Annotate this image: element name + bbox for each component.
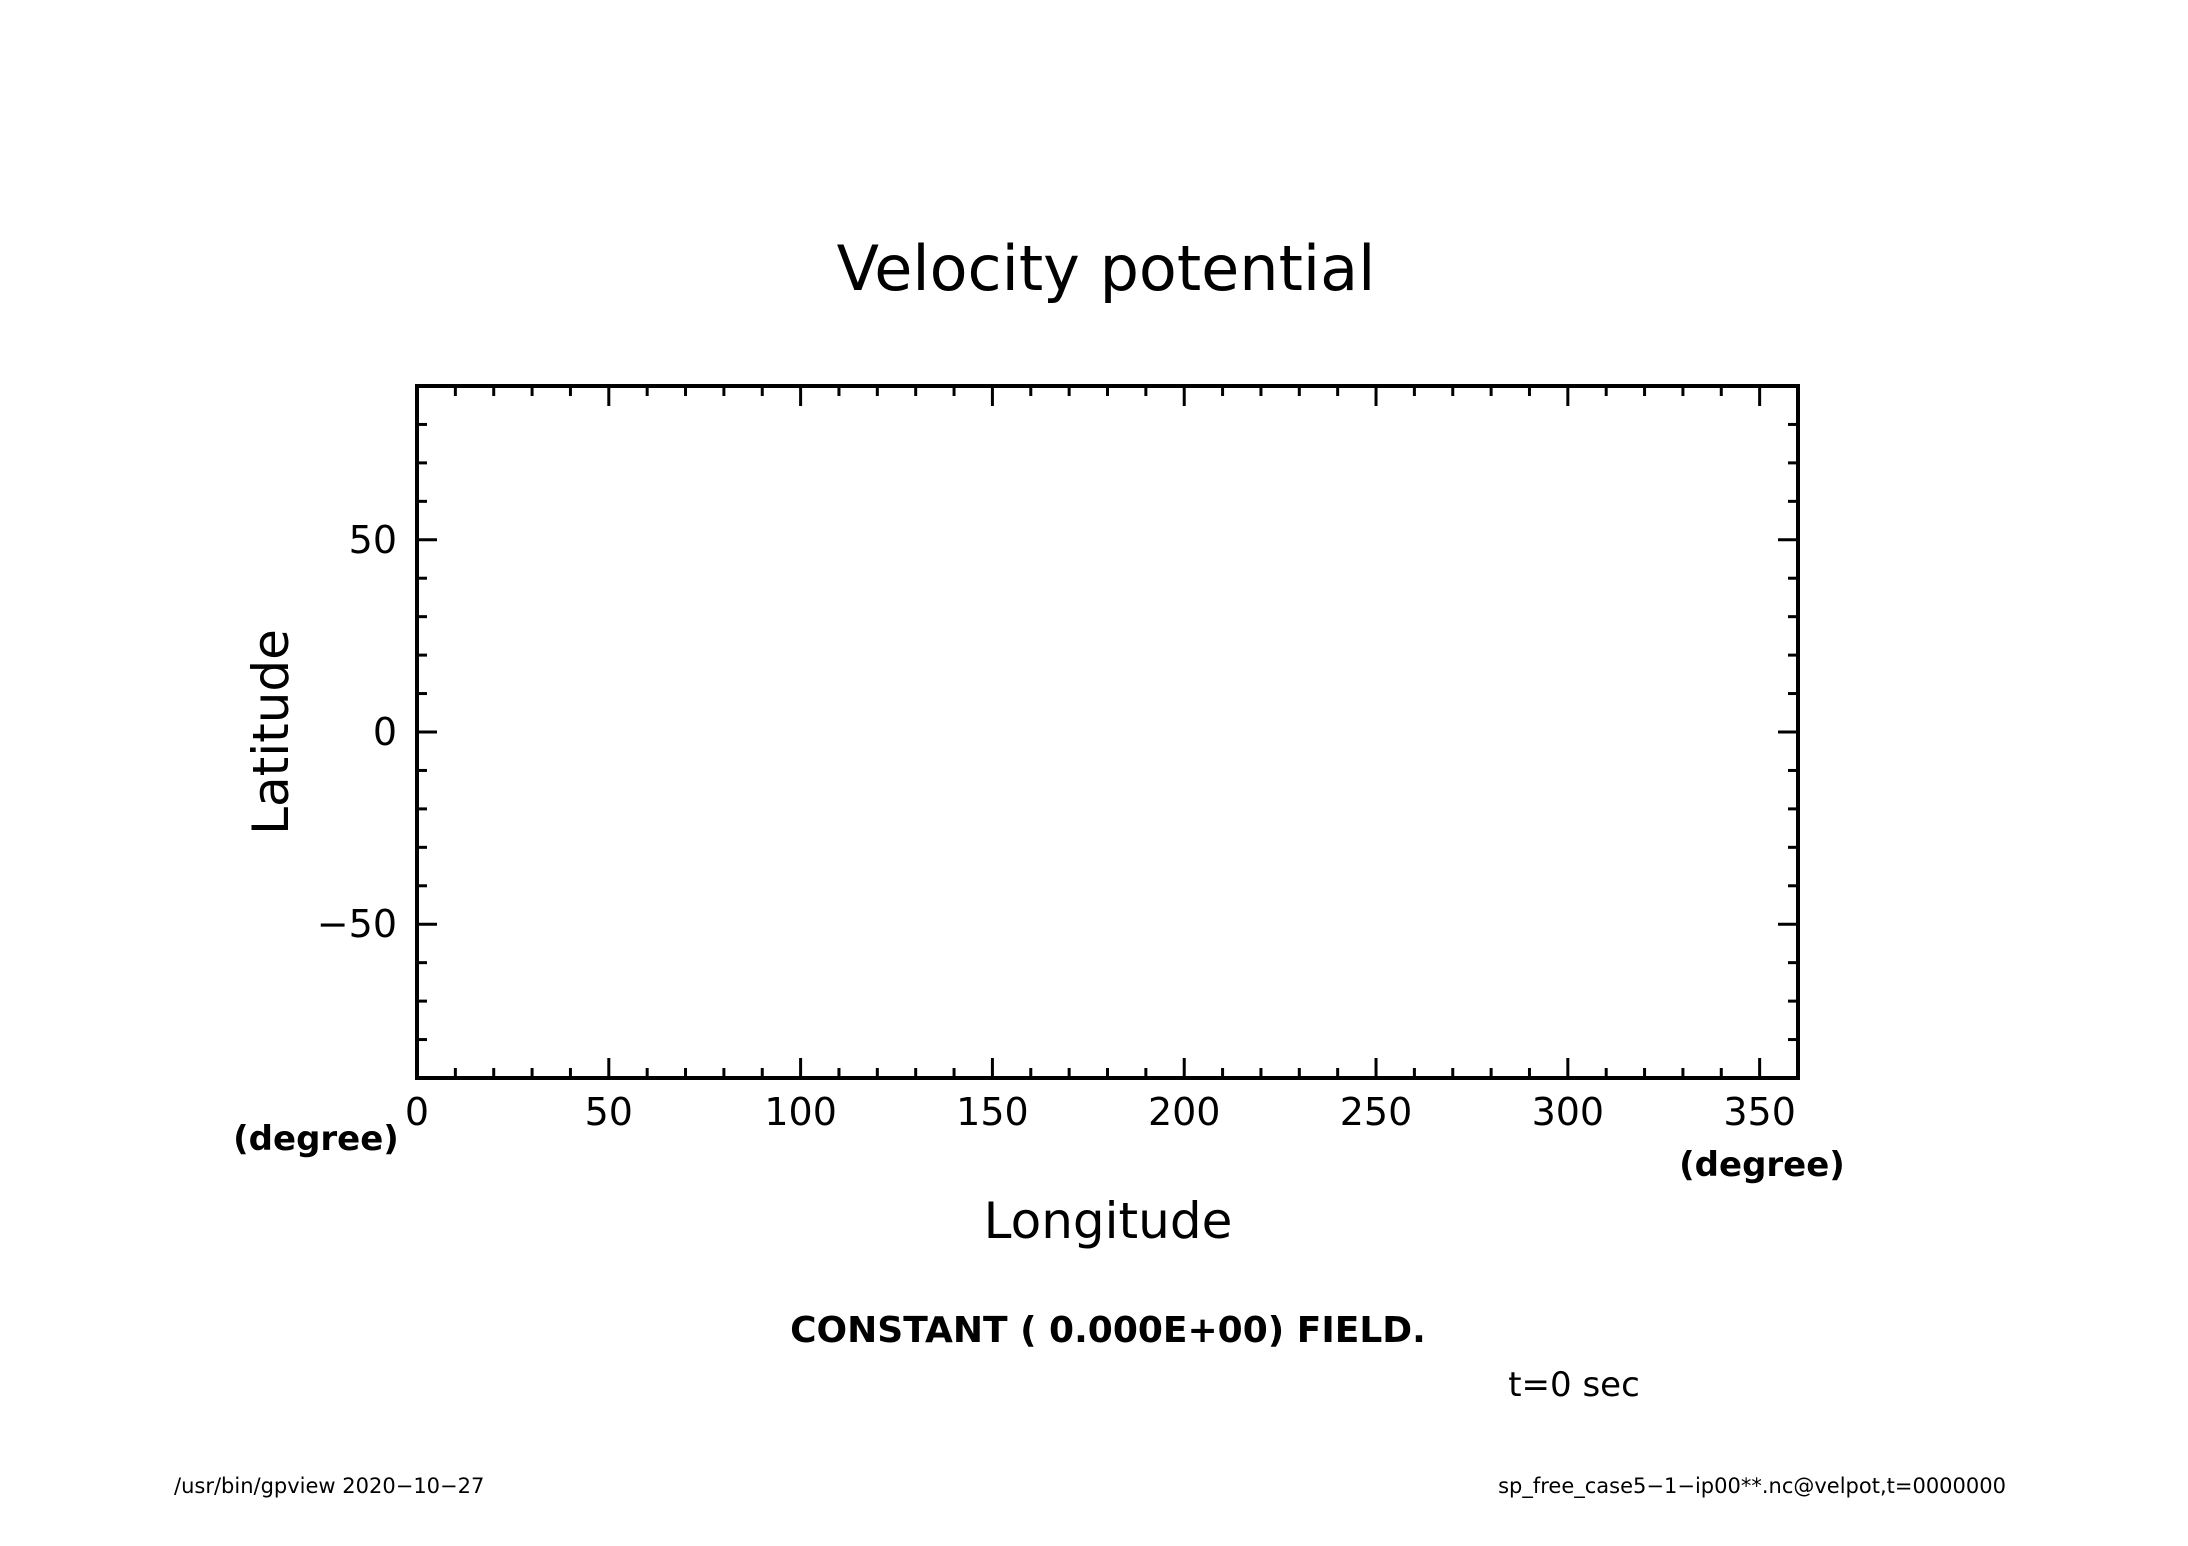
x-tick-label: 150 (956, 1090, 1029, 1134)
time-label: t=0 sec (1508, 1365, 1640, 1405)
x-tick-label: 200 (1148, 1090, 1221, 1134)
axis-ticks (415, 384, 1800, 1080)
y-unit-label: (degree) (233, 1119, 399, 1159)
y-axis-title: Latitude (242, 629, 300, 835)
x-tick-label: 100 (764, 1090, 837, 1134)
chart-title: Velocity potential (837, 232, 1376, 305)
x-unit-label: (degree) (1679, 1145, 1845, 1185)
x-tick-label: 250 (1340, 1090, 1413, 1134)
x-axis-title: Longitude (984, 1192, 1233, 1250)
x-tick-label: 350 (1723, 1090, 1796, 1134)
x-tick-label: 50 (585, 1090, 633, 1134)
y-tick-label: −50 (317, 902, 397, 946)
plot-frame (415, 384, 1800, 1080)
axis-tick-labels: 0 50 100 150 200 250 300 350 −50 0 50 (317, 518, 1796, 1134)
constant-field-note: CONSTANT ( 0.000E+00) FIELD. (790, 1310, 1426, 1351)
y-tick-label: 0 (373, 710, 397, 754)
x-tick-label: 0 (405, 1090, 429, 1134)
footer-right: sp_free_case5−1−ip00**.nc@velpot,t=00000… (1498, 1474, 2006, 1499)
footer-left: /usr/bin/gpview 2020−10−27 (174, 1474, 484, 1498)
y-tick-label: 50 (349, 518, 397, 562)
x-tick-label: 300 (1532, 1090, 1605, 1134)
